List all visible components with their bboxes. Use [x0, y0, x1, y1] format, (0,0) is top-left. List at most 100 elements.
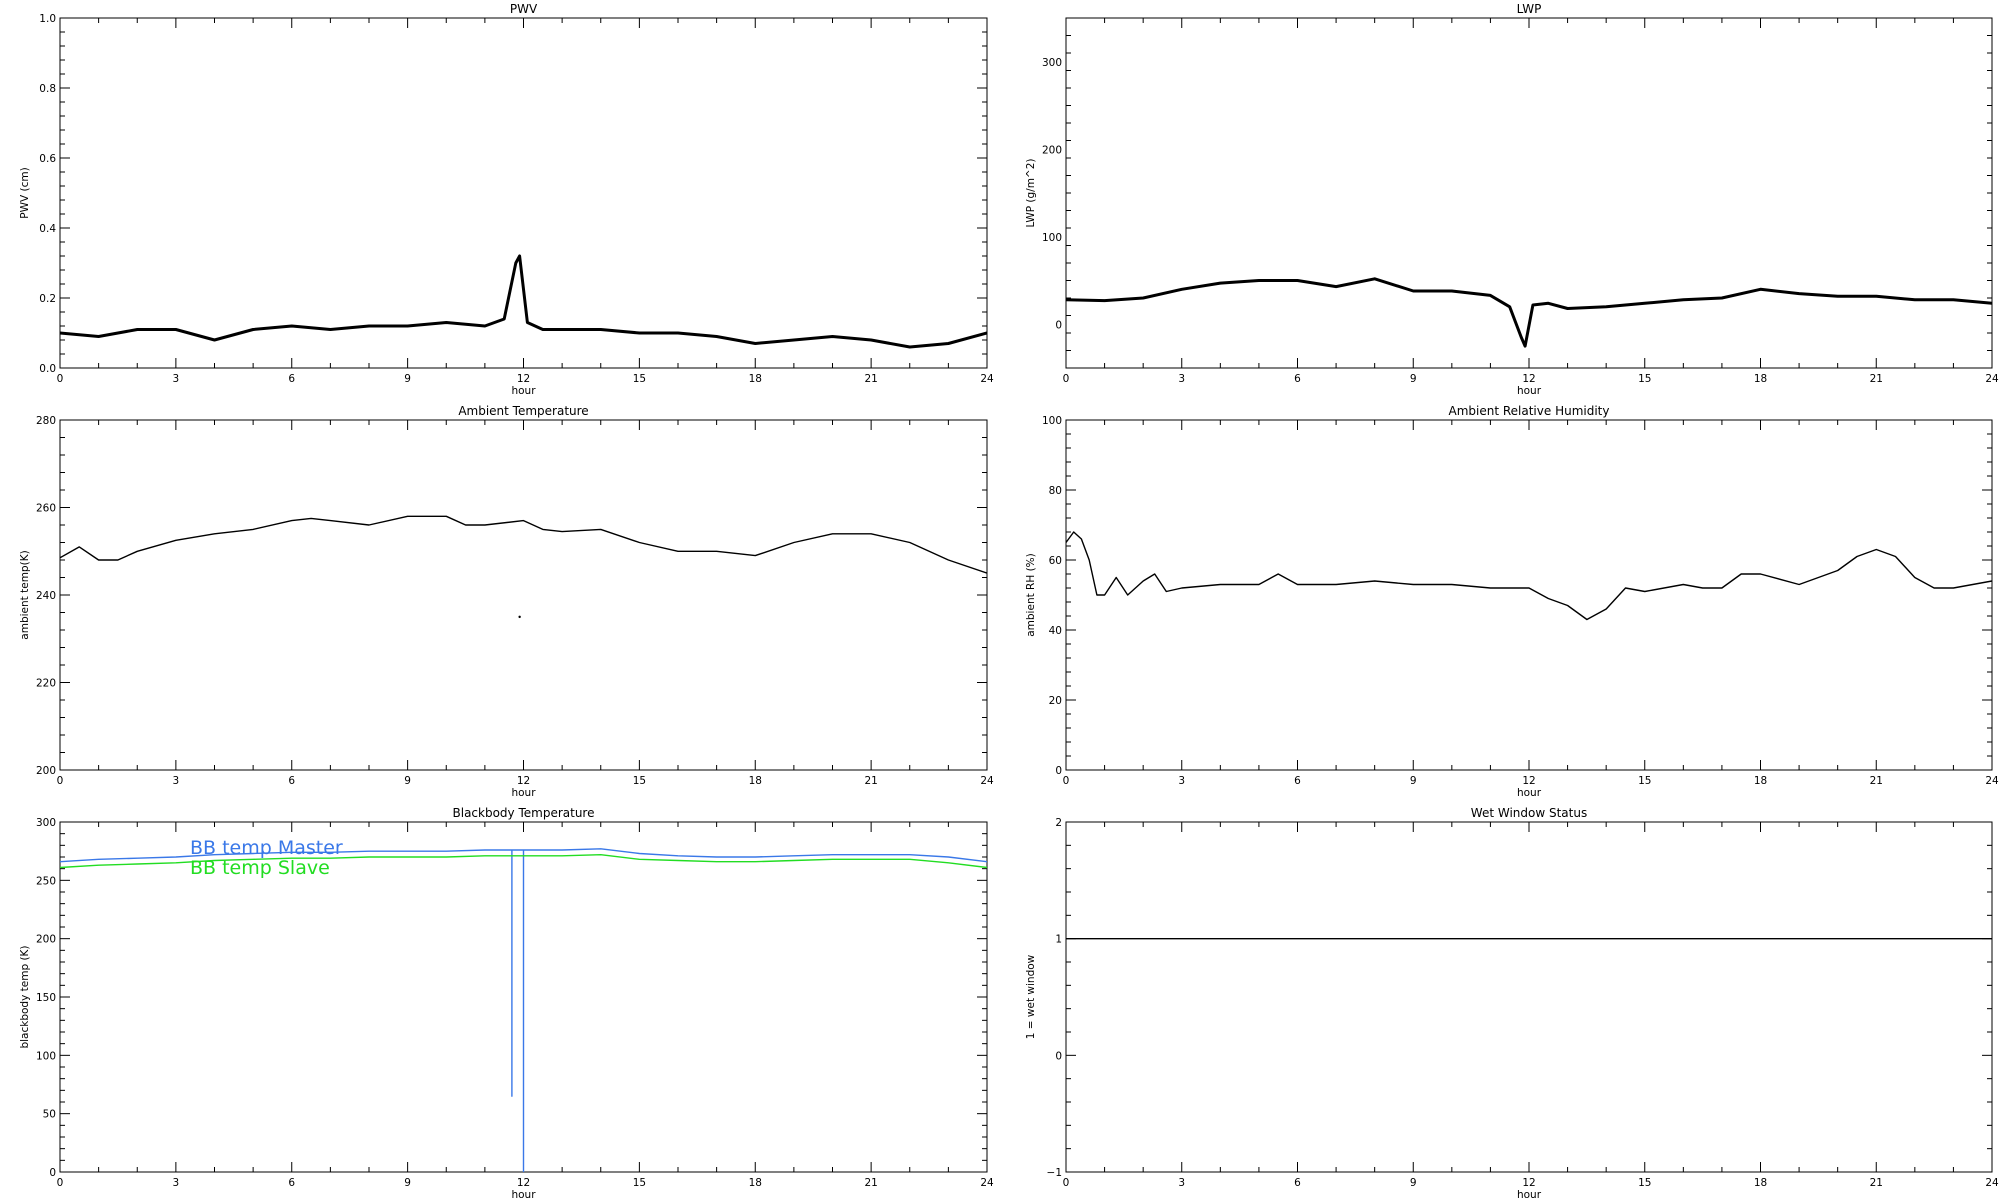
- x-tick-label: 18: [749, 1177, 762, 1189]
- y-tick-label: 200: [36, 765, 56, 777]
- chart-panel-4: Ambient Relative Humidity 0 3 6 9 12 15 18 21 24 h…: [1025, 404, 1999, 799]
- x-tick-label: 3: [1178, 373, 1185, 385]
- chart-panel-2: LWP 0 3 6 9 12 15 18 21 24 hour 0 100 200 300 LWP (g/m^…: [1025, 2, 1999, 397]
- plot-frame: [59, 17, 988, 369]
- x-tick-label: 21: [1870, 775, 1883, 787]
- y-axis-label: ambient RH (%): [1025, 553, 1037, 637]
- x-tick-label: 6: [1294, 373, 1301, 385]
- y-tick-label: −1: [1047, 1167, 1062, 1179]
- chart-panel-1: PWV 0 3 6 9 12 15 18 21 24 hour 0.0 0.2 0.4 0.6 0.8 1.0 P…: [19, 2, 994, 397]
- x-tick-label: 15: [633, 1177, 646, 1189]
- y-tick-label: 0.4: [39, 223, 56, 235]
- x-tick-label: 15: [633, 373, 646, 385]
- x-tick-label: 15: [1638, 373, 1651, 385]
- x-tick-label: 3: [1178, 1177, 1185, 1189]
- x-tick-label: 15: [1638, 1177, 1651, 1189]
- y-axis-label: LWP (g/m^2): [1025, 158, 1037, 227]
- x-tick-label: 12: [1522, 373, 1535, 385]
- x-tick-label: 3: [173, 775, 180, 787]
- x-axis-label: hour: [511, 787, 536, 799]
- x-tick-label: 6: [288, 1177, 295, 1189]
- y-tick-label: 300: [1042, 57, 1062, 69]
- y-tick-label: 240: [36, 590, 56, 602]
- chart-title: Blackbody Temperature: [453, 806, 595, 820]
- x-tick-label: 24: [1985, 775, 1999, 787]
- series-line-1: [60, 254, 987, 349]
- y-tick-label: 2: [1055, 817, 1062, 829]
- x-tick-label: 18: [749, 775, 762, 787]
- x-tick-label: 3: [173, 373, 180, 385]
- series-line-1: [1066, 531, 1992, 621]
- y-tick-label: 0: [1055, 1050, 1062, 1062]
- x-axis-label: hour: [1517, 385, 1542, 397]
- y-tick-label: 1: [1055, 934, 1062, 946]
- y-tick-label: 0.0: [39, 363, 56, 375]
- y-tick-label: 200: [1042, 144, 1062, 156]
- series-line-2: [60, 854, 987, 869]
- x-tick-label: 9: [404, 373, 411, 385]
- plot-frame: [1065, 419, 1993, 771]
- y-tick-label: 300: [36, 817, 56, 829]
- legend-entry: BB temp Master: [190, 837, 343, 859]
- y-tick-label: 20: [1049, 695, 1062, 707]
- y-tick-label: 250: [36, 875, 56, 887]
- chart-title: LWP: [1517, 2, 1542, 16]
- series-line-1: [60, 515, 987, 574]
- y-tick-label: 0.2: [39, 293, 56, 305]
- y-tick-label: 260: [36, 503, 56, 515]
- x-tick-label: 15: [633, 775, 646, 787]
- x-tick-label: 6: [1294, 775, 1301, 787]
- y-tick-label: 0: [1055, 319, 1062, 331]
- y-tick-label: 0.6: [39, 153, 56, 165]
- x-tick-label: 18: [1754, 373, 1767, 385]
- y-tick-label: 100: [36, 1050, 56, 1062]
- x-tick-label: 18: [749, 373, 762, 385]
- y-tick-label: 0: [1055, 765, 1062, 777]
- y-tick-label: 40: [1049, 625, 1062, 637]
- x-tick-label: 21: [864, 373, 877, 385]
- chart-title: PWV: [510, 2, 538, 16]
- y-tick-label: 60: [1049, 555, 1062, 567]
- x-tick-label: 12: [517, 373, 530, 385]
- x-axis-label: hour: [1517, 1189, 1542, 1200]
- y-tick-label: 80: [1049, 485, 1062, 497]
- y-tick-label: 0.8: [39, 83, 56, 95]
- chart-panel-3: Ambient Temperature 0 3 6 9 12 15 18 21 24 hour 200…: [19, 404, 994, 799]
- chart-title: Ambient Temperature: [458, 404, 588, 418]
- x-tick-label: 12: [1522, 775, 1535, 787]
- y-tick-label: 200: [36, 934, 56, 946]
- x-tick-label: 0: [1063, 775, 1070, 787]
- x-tick-label: 9: [1410, 1177, 1417, 1189]
- x-tick-label: 24: [1985, 373, 1999, 385]
- x-tick-label: 6: [1294, 1177, 1301, 1189]
- x-tick-label: 9: [404, 1177, 411, 1189]
- y-axis-label: PWV (cm): [19, 167, 31, 218]
- x-tick-label: 15: [1638, 775, 1651, 787]
- x-tick-label: 21: [1870, 373, 1883, 385]
- x-tick-label: 18: [1754, 775, 1767, 787]
- x-tick-label: 0: [57, 1177, 64, 1189]
- chart-title: Ambient Relative Humidity: [1449, 404, 1610, 418]
- y-tick-label: 0: [49, 1167, 56, 1179]
- x-tick-label: 3: [1178, 775, 1185, 787]
- y-tick-label: 150: [36, 992, 56, 1004]
- x-tick-label: 3: [173, 1177, 180, 1189]
- x-tick-label: 6: [288, 373, 295, 385]
- plot-frame: [59, 419, 988, 771]
- x-tick-label: 24: [980, 775, 994, 787]
- y-tick-label: 50: [43, 1109, 56, 1121]
- x-tick-label: 0: [1063, 1177, 1070, 1189]
- x-tick-label: 24: [980, 1177, 994, 1189]
- x-tick-label: 12: [1522, 1177, 1535, 1189]
- legend-entry: BB temp Slave: [190, 857, 330, 879]
- x-tick-label: 24: [1985, 1177, 1999, 1189]
- plot-frame: [1065, 821, 1993, 1173]
- x-tick-label: 21: [864, 1177, 877, 1189]
- x-tick-label: 12: [517, 775, 530, 787]
- x-axis-label: hour: [511, 385, 536, 397]
- x-tick-label: 12: [517, 1177, 530, 1189]
- x-tick-label: 24: [980, 373, 994, 385]
- x-tick-label: 6: [288, 775, 295, 787]
